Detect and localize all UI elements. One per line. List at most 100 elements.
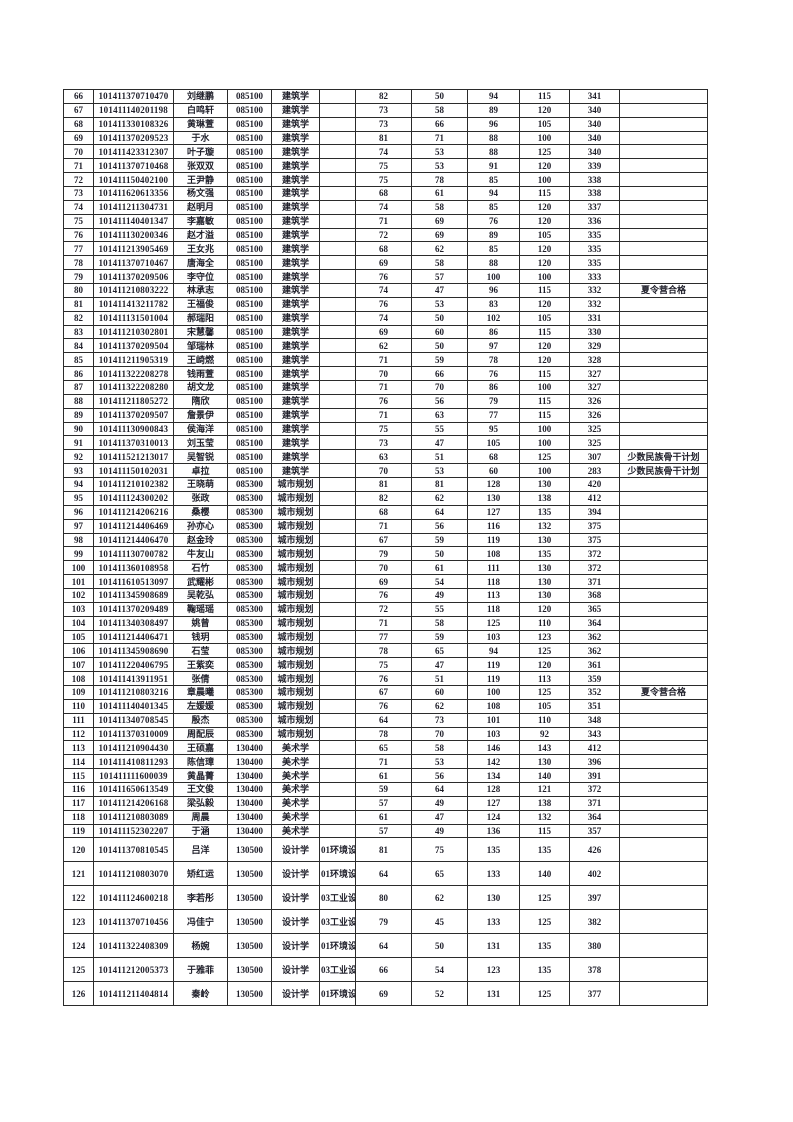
cell-score1: 76 bbox=[355, 587, 412, 603]
cell-score3: 102 bbox=[467, 310, 520, 326]
cell-name: 王崎燃 bbox=[173, 352, 228, 368]
cell-score1: 64 bbox=[355, 933, 412, 959]
cell-major: 城市规划 bbox=[271, 504, 320, 520]
cell-program-code: 130500 bbox=[227, 981, 272, 1007]
cell-major: 设计学 bbox=[271, 837, 320, 863]
cell-score3: 86 bbox=[467, 324, 520, 340]
cell-candidate-id: 101411210803216 bbox=[93, 684, 174, 700]
cell-score4: 110 bbox=[519, 615, 570, 631]
cell-name: 陈信璋 bbox=[173, 754, 228, 770]
cell-remark bbox=[619, 740, 708, 756]
cell-score3: 89 bbox=[467, 227, 520, 243]
cell-program-code: 085300 bbox=[227, 587, 272, 603]
cell-score2: 49 bbox=[411, 795, 468, 811]
cell-score2: 69 bbox=[411, 227, 468, 243]
cell-rank: 91 bbox=[63, 435, 94, 451]
cell-candidate-id: 101411413911951 bbox=[93, 671, 174, 686]
cell-name: 吴乾弘 bbox=[173, 587, 228, 603]
cell-name: 杨文强 bbox=[173, 186, 228, 201]
cell-direction bbox=[319, 283, 356, 298]
cell-name: 孙亦心 bbox=[173, 518, 228, 534]
cell-direction bbox=[319, 629, 356, 645]
cell-score1: 76 bbox=[355, 269, 412, 285]
cell-score4: 105 bbox=[519, 310, 570, 326]
cell-score2: 62 bbox=[411, 241, 468, 257]
cell-major: 美术学 bbox=[271, 823, 320, 839]
cell-rank: 111 bbox=[63, 712, 94, 728]
cell-score1: 65 bbox=[355, 740, 412, 756]
cell-program-code: 085100 bbox=[227, 352, 272, 368]
cell-score3: 116 bbox=[467, 518, 520, 534]
cell-score3: 131 bbox=[467, 933, 520, 959]
cell-name: 冯佳宁 bbox=[173, 909, 228, 935]
cell-remark: 少数民族骨干计划 bbox=[619, 449, 708, 465]
cell-name: 王文俊 bbox=[173, 781, 228, 797]
cell-score3: 77 bbox=[467, 407, 520, 423]
cell-score1: 72 bbox=[355, 227, 412, 243]
cell-program-code: 085300 bbox=[227, 684, 272, 700]
cell-name: 张双双 bbox=[173, 158, 228, 174]
cell-score4: 130 bbox=[519, 754, 570, 770]
cell-candidate-id: 101411413211782 bbox=[93, 296, 174, 312]
cell-major: 设计学 bbox=[271, 981, 320, 1007]
cell-major: 城市规划 bbox=[271, 643, 320, 659]
cell-direction bbox=[319, 532, 356, 548]
cell-name: 刘玉莹 bbox=[173, 435, 228, 451]
cell-rank: 69 bbox=[63, 130, 94, 146]
table-row: 115 101411111600039 黄晶菁 130400 美术学 61 56… bbox=[63, 768, 708, 783]
cell-score1: 62 bbox=[355, 338, 412, 354]
cell-score2: 53 bbox=[411, 463, 468, 479]
cell-score3: 76 bbox=[467, 213, 520, 229]
cell-total: 372 bbox=[569, 546, 620, 562]
cell-program-code: 130400 bbox=[227, 795, 272, 811]
cell-score1: 71 bbox=[355, 213, 412, 229]
cell-remark bbox=[619, 116, 708, 132]
cell-name: 林承志 bbox=[173, 283, 228, 298]
cell-rank: 100 bbox=[63, 560, 94, 576]
cell-rank: 105 bbox=[63, 629, 94, 645]
cell-major: 城市规划 bbox=[271, 587, 320, 603]
cell-score1: 74 bbox=[355, 144, 412, 160]
cell-direction bbox=[319, 352, 356, 368]
cell-major: 城市规划 bbox=[271, 684, 320, 700]
cell-candidate-id: 101411130900843 bbox=[93, 421, 174, 437]
cell-rank: 93 bbox=[63, 463, 94, 479]
cell-rank: 107 bbox=[63, 657, 94, 673]
cell-score2: 59 bbox=[411, 629, 468, 645]
cell-name: 梁弘毅 bbox=[173, 795, 228, 811]
admission-score-table: 66 101411370710470 刘继鹏 085100 建筑学 82 50 … bbox=[63, 89, 708, 1007]
table-row: 106 101411345908690 石莹 085300 城市规划 78 65… bbox=[63, 643, 708, 659]
cell-score2: 53 bbox=[411, 296, 468, 312]
cell-score1: 74 bbox=[355, 310, 412, 326]
cell-score1: 66 bbox=[355, 957, 412, 983]
cell-program-code: 130400 bbox=[227, 768, 272, 783]
cell-rank: 121 bbox=[63, 861, 94, 887]
cell-score3: 124 bbox=[467, 809, 520, 825]
cell-score3: 88 bbox=[467, 144, 520, 160]
cell-score1: 61 bbox=[355, 809, 412, 825]
cell-total: 331 bbox=[569, 310, 620, 326]
cell-score3: 133 bbox=[467, 909, 520, 935]
cell-score2: 49 bbox=[411, 823, 468, 839]
cell-rank: 73 bbox=[63, 186, 94, 201]
cell-candidate-id: 101411340708545 bbox=[93, 712, 174, 728]
cell-candidate-id: 101411210904430 bbox=[93, 740, 174, 756]
cell-rank: 95 bbox=[63, 490, 94, 506]
cell-rank: 103 bbox=[63, 601, 94, 617]
cell-program-code: 085100 bbox=[227, 393, 272, 409]
cell-score4: 130 bbox=[519, 560, 570, 576]
cell-score4: 132 bbox=[519, 518, 570, 534]
cell-program-code: 085300 bbox=[227, 601, 272, 617]
cell-direction bbox=[319, 449, 356, 465]
cell-score2: 52 bbox=[411, 981, 468, 1007]
table-row: 118 101411210803089 周晨 130400 美术学 61 47 … bbox=[63, 809, 708, 825]
cell-score4: 115 bbox=[519, 324, 570, 340]
cell-score4: 135 bbox=[519, 957, 570, 983]
cell-score4: 100 bbox=[519, 463, 570, 479]
cell-candidate-id: 101411345908690 bbox=[93, 643, 174, 659]
cell-total: 351 bbox=[569, 698, 620, 714]
cell-total: 402 bbox=[569, 861, 620, 887]
cell-program-code: 085300 bbox=[227, 574, 272, 589]
cell-score3: 83 bbox=[467, 296, 520, 312]
cell-name: 王紫奕 bbox=[173, 657, 228, 673]
